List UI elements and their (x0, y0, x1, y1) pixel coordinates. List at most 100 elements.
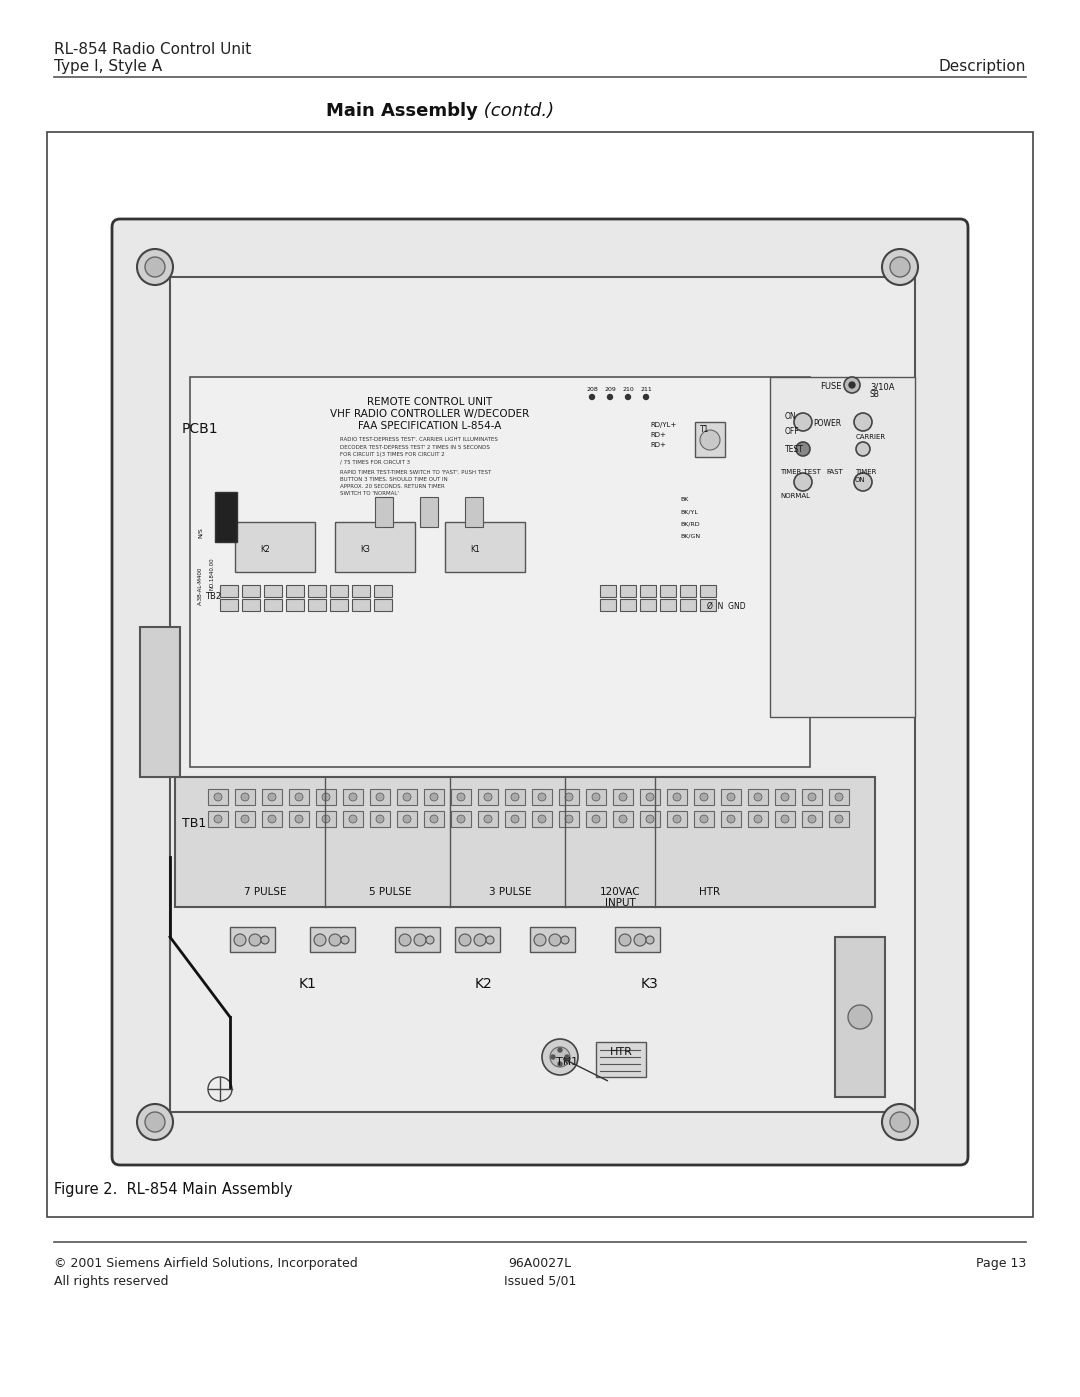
Circle shape (329, 935, 341, 946)
Bar (286, 599, 303, 610)
Circle shape (592, 814, 600, 823)
Circle shape (430, 793, 438, 800)
Circle shape (249, 935, 261, 946)
Text: Ø  N  GND: Ø N GND (707, 602, 745, 610)
Bar (696, 422, 725, 457)
Text: T1: T1 (700, 425, 710, 434)
Text: HTR: HTR (700, 887, 720, 897)
Text: TEST: TEST (785, 446, 804, 454)
Text: All rights reserved: All rights reserved (54, 1275, 168, 1288)
Circle shape (700, 814, 708, 823)
Circle shape (511, 814, 519, 823)
Bar (208, 812, 228, 827)
Bar (530, 928, 575, 951)
Text: Description: Description (939, 59, 1026, 74)
Text: (contd.): (contd.) (478, 102, 554, 120)
Text: 96A0027L: 96A0027L (509, 1257, 571, 1270)
Circle shape (607, 394, 612, 400)
Circle shape (848, 1004, 872, 1030)
Text: BK/RD: BK/RD (680, 521, 700, 527)
Bar (505, 812, 525, 827)
Text: FAA SPECIFICATION L-854-A: FAA SPECIFICATION L-854-A (359, 420, 502, 432)
Bar (170, 277, 915, 1112)
Text: NO.1840.00: NO.1840.00 (210, 557, 215, 590)
Circle shape (403, 814, 411, 823)
Bar (424, 789, 444, 805)
Circle shape (399, 935, 411, 946)
Bar (829, 789, 849, 805)
Bar (424, 812, 444, 827)
Circle shape (835, 814, 843, 823)
Circle shape (349, 814, 357, 823)
Circle shape (145, 1112, 165, 1132)
Bar (600, 599, 616, 610)
Text: BUTTON 3 TIMES. SHOULD TIME OUT IN: BUTTON 3 TIMES. SHOULD TIME OUT IN (340, 476, 448, 482)
Bar (829, 812, 849, 827)
Bar (721, 789, 741, 805)
Text: A-3B-AL-M400: A-3B-AL-M400 (198, 567, 203, 605)
Text: SWITCH TO 'NORMAL': SWITCH TO 'NORMAL' (340, 490, 399, 496)
Bar (586, 812, 606, 827)
Bar (140, 627, 180, 777)
Bar (559, 789, 579, 805)
Text: K1: K1 (470, 545, 480, 553)
Bar (330, 585, 348, 597)
Text: 3 PULSE: 3 PULSE (489, 887, 531, 897)
Circle shape (781, 793, 789, 800)
Bar (640, 789, 660, 805)
Text: © 2001 Siemens Airfield Solutions, Incorporated: © 2001 Siemens Airfield Solutions, Incor… (54, 1257, 357, 1270)
Circle shape (430, 814, 438, 823)
Circle shape (890, 257, 910, 277)
Circle shape (376, 814, 384, 823)
Bar (420, 497, 438, 527)
Bar (370, 812, 390, 827)
Circle shape (882, 1104, 918, 1140)
Bar (640, 812, 660, 827)
Text: RADIO TEST-DEPRESS TEST'. CARRIER LIGHT ILLUMINATES: RADIO TEST-DEPRESS TEST'. CARRIER LIGHT … (340, 437, 498, 441)
Circle shape (727, 793, 735, 800)
Text: K2: K2 (260, 545, 270, 553)
Text: APPROX. 20 SECONDS. RETURN TIMER: APPROX. 20 SECONDS. RETURN TIMER (340, 483, 445, 489)
Circle shape (322, 814, 330, 823)
Bar (235, 812, 255, 827)
Circle shape (234, 935, 246, 946)
Bar (397, 812, 417, 827)
Circle shape (457, 793, 465, 800)
Circle shape (403, 793, 411, 800)
Bar (615, 928, 660, 951)
Circle shape (565, 814, 573, 823)
Text: SB: SB (870, 390, 880, 400)
Bar (262, 789, 282, 805)
Bar (289, 789, 309, 805)
Text: OFF: OFF (785, 427, 799, 436)
Circle shape (241, 793, 249, 800)
Circle shape (322, 793, 330, 800)
Bar (343, 812, 363, 827)
Text: FAST: FAST (826, 469, 842, 475)
Text: ON: ON (855, 476, 866, 483)
Circle shape (882, 249, 918, 285)
Bar (775, 812, 795, 827)
Text: FUSE: FUSE (820, 381, 841, 391)
Bar (835, 937, 885, 1097)
Bar (455, 928, 500, 951)
Circle shape (214, 793, 222, 800)
Circle shape (835, 793, 843, 800)
Bar (660, 585, 676, 597)
Circle shape (646, 936, 654, 944)
Text: RAPID TIMER TEST-TIMER SWITCH TO 'FAST'. PUSH TEST: RAPID TIMER TEST-TIMER SWITCH TO 'FAST'.… (340, 469, 491, 475)
Text: K3: K3 (642, 977, 659, 990)
Circle shape (700, 430, 720, 450)
Text: 120VAC: 120VAC (599, 887, 640, 897)
Text: 208: 208 (586, 387, 598, 393)
Text: TIMER: TIMER (855, 469, 876, 475)
Bar (220, 585, 238, 597)
Bar (289, 812, 309, 827)
Bar (235, 522, 315, 571)
Text: Issued 5/01: Issued 5/01 (503, 1275, 577, 1288)
Circle shape (241, 814, 249, 823)
Circle shape (890, 1112, 910, 1132)
Bar (694, 789, 714, 805)
Text: 210: 210 (622, 387, 634, 393)
Bar (660, 599, 676, 610)
